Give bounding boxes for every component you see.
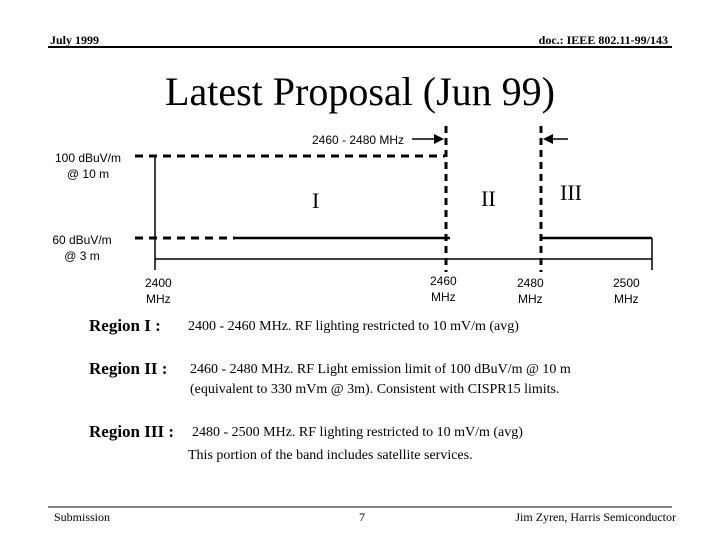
limit-low-label: 60 dBuV/m @ 3 m	[48, 232, 116, 264]
limit-low-distance: @ 3 m	[64, 249, 100, 263]
footer-page-number: 7	[359, 510, 365, 524]
tick-2460-value: 2460	[430, 274, 457, 288]
tick-2500-value: 2500	[613, 276, 640, 290]
region-i-text: 2400 - 2460 MHz. RF lighting restricted …	[188, 319, 519, 334]
band-label: 2460 - 2480 MHz	[312, 133, 405, 147]
header-doc-id: doc.: IEEE 802.11-99/143	[538, 33, 668, 47]
footer-author: Jim Zyren, Harris Semiconductor	[515, 510, 676, 524]
limit-high-value: 100 dBuV/m	[54, 151, 122, 165]
region-iii-text-line2: This portion of the band includes satell…	[188, 448, 473, 463]
tick-2480: 2480 MHz	[517, 275, 544, 307]
tick-2480-unit: MHz	[518, 292, 543, 306]
region-marker-iii: III	[560, 180, 582, 205]
region-ii-label: Region II :	[89, 359, 168, 378]
region-i-label: Region I :	[89, 316, 161, 335]
header-date: July 1999	[50, 33, 100, 47]
footer-submission: Submission	[54, 510, 111, 524]
region-ii-text-line2: (equivalent to 330 mVm @ 3m). Consistent…	[190, 382, 560, 397]
limit-high-distance: @ 10 m	[66, 167, 110, 181]
tick-2460: 2460 MHz	[430, 273, 457, 305]
tick-2500: 2500 MHz	[613, 275, 640, 307]
region-marker-ii: II	[481, 186, 496, 211]
region-iii-label: Region III :	[89, 422, 175, 441]
limit-high-label: 100 dBuV/m @ 10 m	[48, 150, 128, 182]
region-iii-text-line1: 2480 - 2500 MHz. RF lighting restricted …	[192, 425, 523, 440]
tick-2400-value: 2400	[145, 276, 172, 290]
limit-low-value: 60 dBuV/m	[52, 233, 112, 247]
arrow-right-icon	[434, 134, 444, 144]
tick-2460-unit: MHz	[431, 290, 456, 304]
tick-2500-unit: MHz	[614, 292, 639, 306]
tick-2400-unit: MHz	[146, 292, 171, 306]
tick-2400: 2400 MHz	[145, 275, 172, 307]
tick-2480-value: 2480	[517, 276, 544, 290]
arrow-left-icon	[543, 134, 553, 144]
region-ii-text-line1: 2460 - 2480 MHz. RF Light emission limit…	[190, 362, 571, 377]
region-marker-i: I	[312, 188, 320, 213]
slide-title: Latest Proposal (Jun 99)	[165, 69, 555, 114]
